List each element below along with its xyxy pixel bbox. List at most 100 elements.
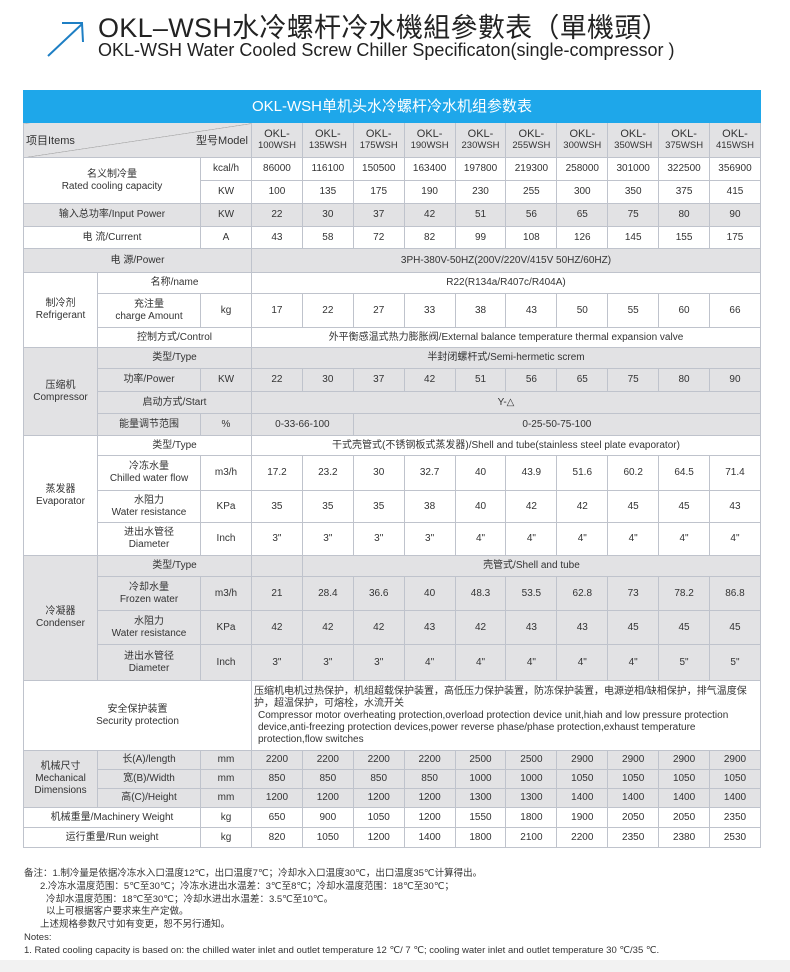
- value-cell: 2500: [454, 750, 507, 770]
- security-text: 压缩机电机过热保护，机组超载保护装置，高低压力保护装置，防冻保护装置，电源逆相/…: [251, 680, 761, 751]
- value-cell: 4": [556, 522, 609, 556]
- value-cell: 51.6: [556, 455, 609, 491]
- value-cell: 2350: [607, 827, 660, 848]
- unit: KW: [200, 180, 252, 204]
- value-cell: 322500: [658, 157, 711, 181]
- value-cell: 175: [709, 226, 761, 249]
- value-cell: 2530: [709, 827, 761, 848]
- value-cell: 43: [505, 610, 558, 645]
- table-row: 冷冻水量 Chilled water flow m3/h 17.2 23.2 30 32.7…: [24, 455, 761, 491]
- value-cell: 5": [709, 644, 761, 681]
- value-cell: 51: [454, 368, 507, 392]
- value-cell: 197800: [454, 157, 507, 181]
- value-cell: 45: [607, 610, 660, 645]
- model-header: OKL- 350WSH: [607, 122, 660, 158]
- value-cell: 1200: [352, 788, 405, 808]
- value-cell: 145: [607, 226, 660, 249]
- unit: KPa: [200, 610, 252, 645]
- value-cell: 650: [251, 807, 303, 828]
- value-cell: 126: [556, 226, 609, 249]
- cell: 0-25-50-75-100: [352, 413, 761, 436]
- row-label: 类型/Type: [97, 555, 252, 577]
- value-cell: 3": [352, 644, 405, 681]
- table-row: 水阻力 Water resistance KPa 42 42 42 43 42 43 43 45 45…: [24, 610, 761, 645]
- value-cell: 2100: [505, 827, 558, 848]
- value-cell: 1550: [454, 807, 507, 828]
- refrigerant-group: 制冷剂 Refrigerant: [23, 272, 98, 348]
- value-cell: 356900: [709, 157, 761, 181]
- cell: 干式壳管式(不锈钢板式蒸发器)/Shell and tube(stainless…: [251, 435, 761, 456]
- value-cell: 1800: [505, 807, 558, 828]
- value-cell: 1300: [454, 788, 507, 808]
- note-line: 1. Rated cooling capacity is based on: t…: [24, 944, 660, 956]
- cooling-label: 名义制冷量 Rated cooling capacity: [23, 157, 201, 204]
- value-cell: 86000: [251, 157, 303, 181]
- value-cell: 1200: [251, 788, 303, 808]
- value-cell: 30: [352, 455, 405, 491]
- arrow-up-right-icon: [47, 22, 84, 57]
- value-cell: 850: [352, 769, 405, 789]
- table-row: 功率/Power KW 22 30 37 42 51 56 65 75 80 90: [24, 368, 761, 392]
- value-cell: 64.5: [658, 455, 711, 491]
- value-cell: 75: [607, 368, 660, 392]
- cell: 0-33-66-100: [251, 413, 354, 436]
- spec-table: OKL-WSH单机头水冷螺杆冷水机组参数表 项目Items 型号Model OKL…: [23, 90, 761, 848]
- value-cell: 2900: [556, 750, 609, 770]
- value-cell: 900: [301, 807, 354, 828]
- model-header: OKL- 190WSH: [403, 122, 456, 158]
- value-cell: 56: [505, 368, 558, 392]
- value-cell: 108: [505, 226, 558, 249]
- security-label: 安全保护装置 Security protection: [23, 680, 252, 751]
- value-cell: 4": [454, 522, 507, 556]
- value-cell: 66: [709, 293, 761, 328]
- dimensions-group: 机械尺寸 Mechanical Dimensions: [23, 750, 98, 808]
- cell: 壳管式/Shell and tube: [301, 555, 761, 577]
- unit: mm: [200, 750, 252, 770]
- value-cell: 4": [607, 522, 660, 556]
- value-cell: 21: [251, 576, 303, 611]
- table-row: 水阻力 Water resistance KPa 35 35 35 38 40 42 42 45 45…: [24, 490, 761, 523]
- value-cell: 1300: [505, 788, 558, 808]
- value-cell: 2350: [709, 807, 761, 828]
- value-cell: 90: [709, 203, 761, 227]
- compressor-group: 压缩机 Compressor: [23, 347, 98, 436]
- unit: KPa: [200, 490, 252, 523]
- unit: kcal/h: [200, 157, 252, 181]
- table-row: 机械重量/Machinery Weight kg 650 900 1050 1200 155…: [23, 807, 761, 828]
- value-cell: 30: [301, 203, 354, 227]
- value-cell: 2900: [658, 750, 711, 770]
- unit: mm: [200, 788, 252, 808]
- value-cell: 42: [556, 490, 609, 523]
- unit: Inch: [200, 644, 252, 681]
- value-cell: 27: [352, 293, 405, 328]
- value-cell: 415: [709, 180, 761, 204]
- table-row: 安全保护装置 Security protection 压缩机电机过热保护，机组超载…: [23, 680, 761, 751]
- value-cell: 43: [505, 293, 558, 328]
- row-label: 能量调节范围: [97, 413, 201, 436]
- row-label: 长(A)/length: [97, 750, 201, 770]
- notes: 备注：1.制冷量是依据冷冻水入口温度12℃，出口温度7℃；冷却水入口温度30℃，…: [24, 868, 659, 958]
- value-cell: 820: [251, 827, 303, 848]
- value-cell: 53.5: [505, 576, 558, 611]
- model-header: OKL- 135WSH: [301, 122, 354, 158]
- value-cell: 35: [352, 490, 405, 523]
- value-cell: 1200: [403, 807, 456, 828]
- model-header: OKL- 175WSH: [352, 122, 405, 158]
- value-cell: 850: [301, 769, 354, 789]
- row-label: 冷冻水量 Chilled water flow: [97, 455, 201, 491]
- value-cell: 60: [658, 293, 711, 328]
- row-label: 电 源/Power: [23, 248, 252, 273]
- table-row: 电 流/Current A 43 58 72 82 99 108 126 145 155 175: [23, 226, 761, 249]
- value-cell: 219300: [505, 157, 558, 181]
- model-header: OKL- 415WSH: [709, 122, 761, 158]
- cell: 3PH-380V-50HZ(200V/220V/415V 50HZ/60HZ): [251, 248, 761, 273]
- row-label: 功率/Power: [97, 368, 201, 392]
- unit: A: [200, 226, 252, 249]
- value-cell: 175: [352, 180, 405, 204]
- model-label: 型号Model: [196, 135, 248, 147]
- value-cell: 3": [251, 644, 303, 681]
- unit: KW: [200, 368, 252, 392]
- value-cell: 32.7: [403, 455, 456, 491]
- value-cell: 42: [403, 203, 456, 227]
- table-row: 制冷剂 Refrigerant 名称/name R22(R134a/R407c/R…: [23, 272, 761, 348]
